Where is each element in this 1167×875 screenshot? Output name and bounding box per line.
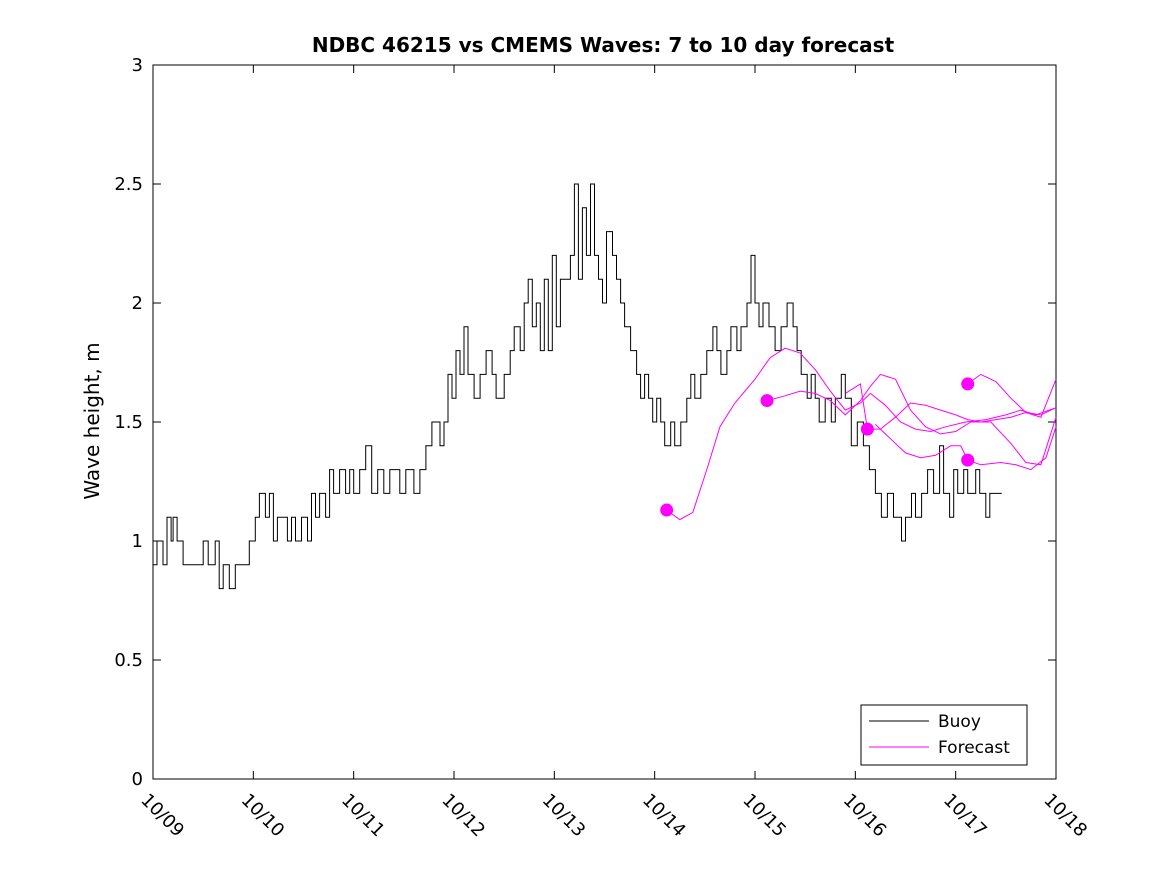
legend: Buoy Forecast [860,704,1028,766]
forecast-run-4-start-marker [961,377,975,391]
legend-box [860,704,1028,766]
forecast-run-1-start-marker [660,503,674,517]
y-tick-label: 0 [132,769,143,790]
forecast-run-2-line [766,373,1057,466]
forecast-run-5-start-marker [961,453,975,467]
forecast-run-4-line [967,373,1057,418]
forecast-run-5-line [875,424,1057,471]
y-tick-label: 1 [132,531,143,552]
forecast-run-3-start-marker [860,422,874,436]
y-tick-label: 2.5 [114,174,143,195]
forecast-run-1-line [666,347,1057,521]
chart-title: NDBC 46215 vs CMEMS Waves: 7 to 10 day f… [312,33,895,57]
y-tick-label: 0.5 [114,650,143,671]
forecast-run-3-line [845,383,1057,430]
forecast-run-2-start-marker [760,394,774,408]
y-tick-label: 1.5 [114,412,143,433]
legend-forecast-label: Forecast [938,738,1010,758]
buoy-line [153,183,1002,590]
y-tick-label: 2 [132,293,143,314]
legend-buoy-label: Buoy [938,712,981,732]
y-tick-label: 3 [132,55,143,76]
y-axis-label: Wave height, m [80,342,104,499]
